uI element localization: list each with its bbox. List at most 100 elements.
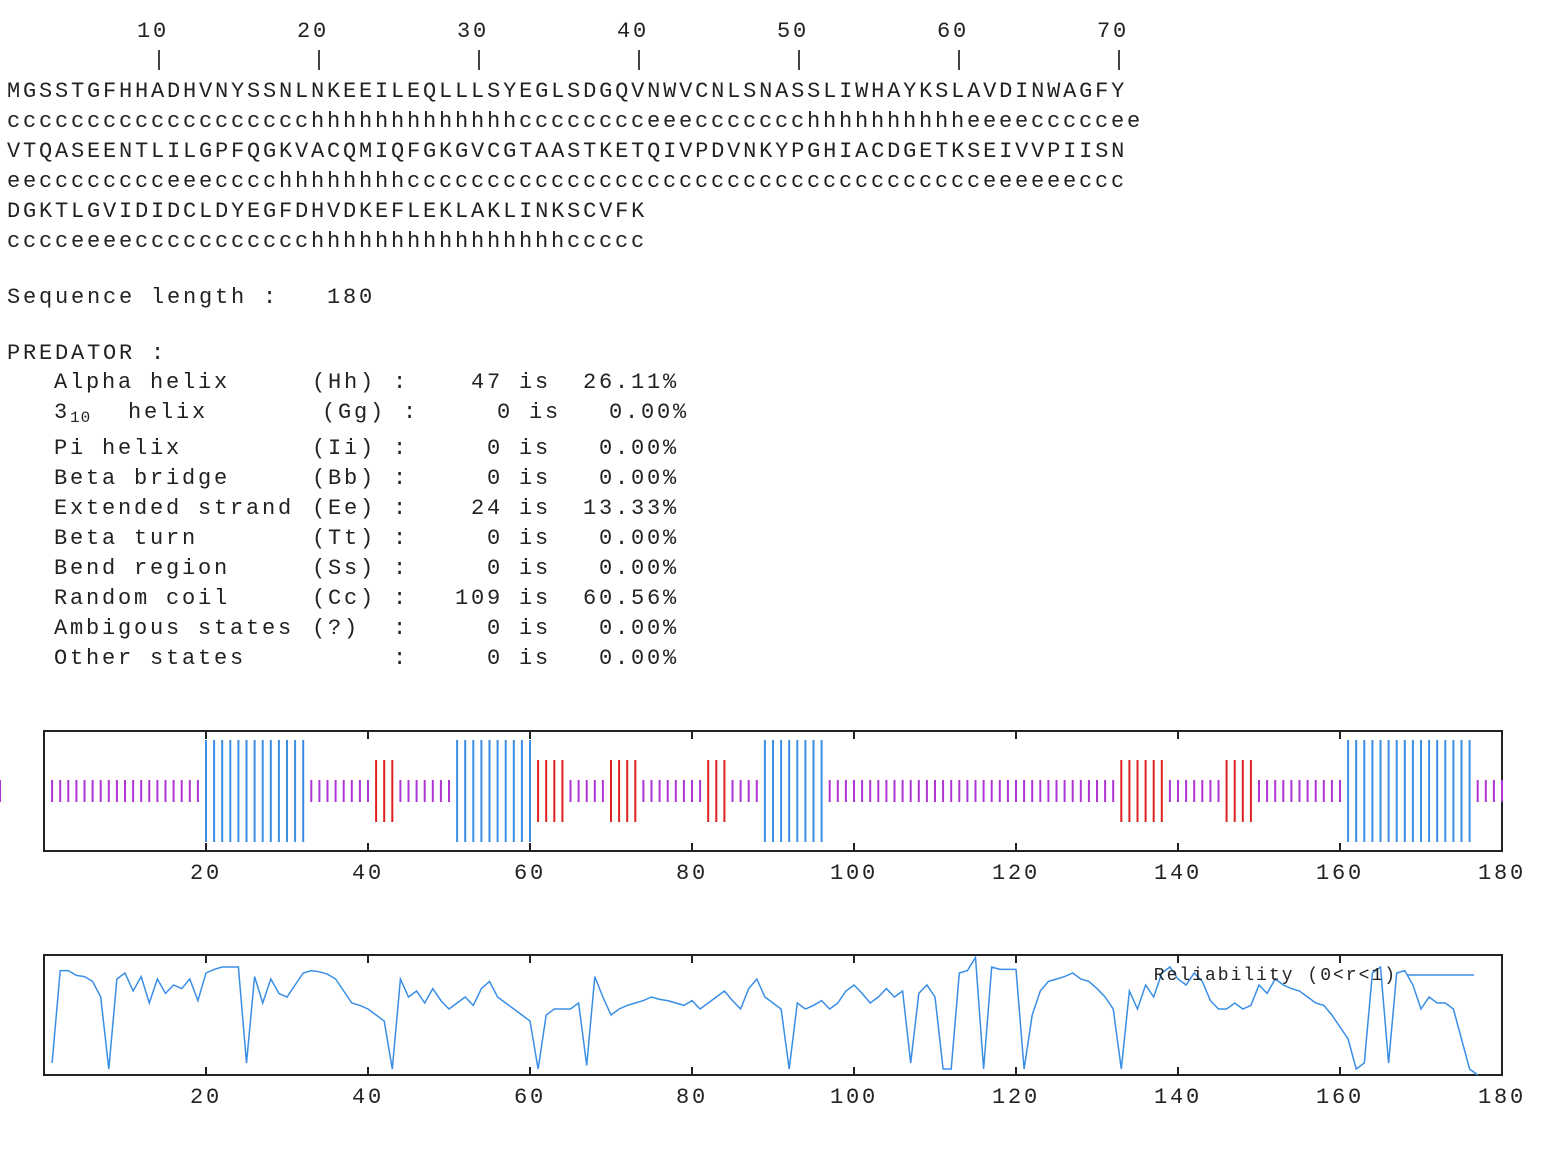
stat-word: is bbox=[519, 370, 551, 395]
prediction-char: c bbox=[199, 109, 215, 134]
prediction-char: c bbox=[183, 229, 199, 254]
length-label: Sequence length : bbox=[7, 285, 279, 310]
stat-name-sub: 10 bbox=[70, 409, 91, 427]
prediction-char: h bbox=[391, 229, 407, 254]
prediction-char: c bbox=[7, 109, 23, 134]
prediction-char: c bbox=[599, 109, 615, 134]
prediction-char: e bbox=[967, 109, 983, 134]
stat-code: ( bbox=[312, 556, 328, 581]
stat-code: ( bbox=[322, 400, 338, 425]
stat-percent: 0.00% bbox=[599, 616, 679, 641]
prediction-char: c bbox=[935, 169, 951, 194]
prediction-char: c bbox=[247, 229, 263, 254]
prediction-char: h bbox=[327, 109, 343, 134]
prediction-char: c bbox=[775, 169, 791, 194]
prediction-char: c bbox=[519, 169, 535, 194]
x-tick-label: 160 bbox=[1316, 861, 1364, 886]
prediction-char: c bbox=[583, 109, 599, 134]
stat-code: ) bbox=[360, 556, 376, 581]
prediction-char: c bbox=[727, 109, 743, 134]
prediction-char: e bbox=[983, 109, 999, 134]
stat-code: ) bbox=[360, 496, 376, 521]
prediction-char: c bbox=[647, 169, 663, 194]
prediction-char: c bbox=[791, 109, 807, 134]
method-title: PREDATOR : bbox=[7, 341, 167, 366]
prediction-char: c bbox=[23, 109, 39, 134]
stat-separator: : bbox=[393, 370, 409, 395]
ruler-label: 70 bbox=[1097, 19, 1129, 44]
prediction-char: c bbox=[711, 169, 727, 194]
stat-code: ) bbox=[360, 466, 376, 491]
prediction-char: c bbox=[295, 109, 311, 134]
stat-code: s bbox=[344, 556, 360, 581]
prediction-char: h bbox=[295, 169, 311, 194]
prediction-char: h bbox=[439, 229, 455, 254]
prediction-char: h bbox=[871, 109, 887, 134]
prediction-char: h bbox=[311, 169, 327, 194]
prediction-char: e bbox=[983, 169, 999, 194]
prediction-char: c bbox=[1031, 109, 1047, 134]
prediction-char: c bbox=[71, 109, 87, 134]
x-tick-label: 20 bbox=[190, 1085, 222, 1110]
prediction-char: e bbox=[1047, 169, 1063, 194]
prediction-char: h bbox=[935, 109, 951, 134]
prediction-char: c bbox=[295, 229, 311, 254]
prediction-char: h bbox=[919, 109, 935, 134]
prediction-char: c bbox=[503, 169, 519, 194]
prediction-char: c bbox=[119, 169, 135, 194]
sequence-line: MGSSTGFHHADHVNYSSNLNKEEILEQLLLSYEGLSDGQV… bbox=[7, 79, 1127, 104]
prediction-char: c bbox=[615, 229, 631, 254]
prediction-char: c bbox=[23, 229, 39, 254]
prediction-char: c bbox=[263, 229, 279, 254]
stat-percent: 0.00% bbox=[599, 436, 679, 461]
stat-code: G bbox=[338, 400, 354, 425]
stat-code: i bbox=[344, 436, 360, 461]
prediction-char: h bbox=[535, 229, 551, 254]
sequence-line: DGKTLGVIDIDCLDYEGFDHVDKEFLEKLAKLINKSCVFK bbox=[7, 199, 647, 224]
prediction-char: h bbox=[391, 169, 407, 194]
stat-word: is bbox=[519, 616, 551, 641]
ruler-label: 40 bbox=[617, 19, 649, 44]
prediction-char: e bbox=[1111, 109, 1127, 134]
stat-count: 109 bbox=[455, 586, 503, 611]
prediction-char: c bbox=[231, 229, 247, 254]
prediction-char: c bbox=[215, 109, 231, 134]
prediction-char: e bbox=[679, 109, 695, 134]
prediction-char: c bbox=[599, 169, 615, 194]
prediction-char: h bbox=[279, 169, 295, 194]
stat-word: is bbox=[519, 556, 551, 581]
stat-word: is bbox=[519, 436, 551, 461]
prediction-char: c bbox=[151, 229, 167, 254]
stat-code: ( bbox=[312, 526, 328, 551]
prediction-char: e bbox=[999, 169, 1015, 194]
prediction-char: h bbox=[391, 109, 407, 134]
stat-separator: : bbox=[393, 616, 409, 641]
reliability-line bbox=[51, 955, 1479, 1076]
stat-separator: : bbox=[393, 496, 409, 521]
stat-code: b bbox=[344, 466, 360, 491]
prediction-char: h bbox=[903, 109, 919, 134]
prediction-char: c bbox=[823, 169, 839, 194]
prediction-char: e bbox=[7, 169, 23, 194]
prediction-char: c bbox=[791, 169, 807, 194]
prediction-char: e bbox=[1127, 109, 1143, 134]
stat-code: ( bbox=[312, 616, 328, 641]
ruler-label: 30 bbox=[457, 19, 489, 44]
prediction-char: c bbox=[535, 109, 551, 134]
prediction-char: c bbox=[151, 169, 167, 194]
prediction-char: c bbox=[87, 109, 103, 134]
prediction-char: c bbox=[535, 169, 551, 194]
prediction-char: c bbox=[631, 169, 647, 194]
prediction-char: c bbox=[551, 109, 567, 134]
prediction-char: h bbox=[407, 229, 423, 254]
prediction-char: h bbox=[375, 109, 391, 134]
stat-code: I bbox=[328, 436, 344, 461]
stat-code: t bbox=[344, 526, 360, 551]
stat-code: c bbox=[344, 586, 360, 611]
x-tick-label: 120 bbox=[992, 861, 1040, 886]
prediction-char: c bbox=[167, 229, 183, 254]
prediction-char: e bbox=[999, 109, 1015, 134]
stat-code: g bbox=[354, 400, 370, 425]
x-tick-label: 60 bbox=[514, 1085, 546, 1110]
